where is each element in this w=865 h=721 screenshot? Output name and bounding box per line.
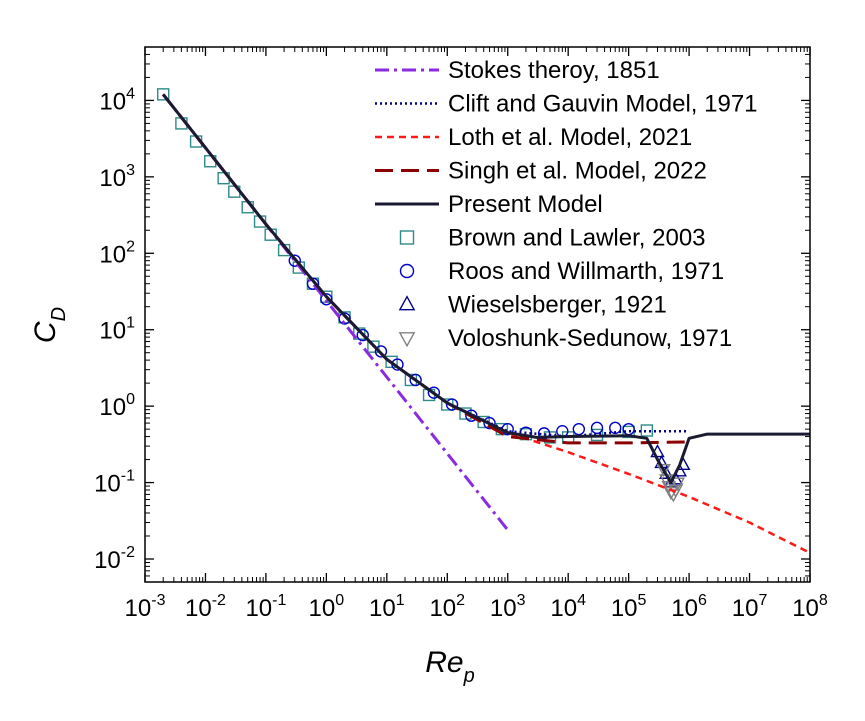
x-tick-label: 102 (429, 592, 465, 622)
series-6-point (374, 345, 388, 358)
x-tick-label: 100 (309, 592, 345, 622)
x-tick-label: 107 (732, 592, 768, 622)
legend-label: Brown and Lawler, 2003 (448, 225, 706, 252)
series-8-point (656, 464, 671, 478)
legend-swatch (398, 295, 416, 311)
legend-swatch (398, 332, 416, 348)
legend-item-2: Loth et al. Model, 2021 (375, 124, 692, 151)
legend-item-3: Singh et al. Model, 2022 (375, 158, 707, 185)
series-6-point (445, 398, 459, 411)
plot-frame (144, 46, 811, 583)
series-6-point (338, 312, 351, 325)
y-tick-label: 104 (99, 85, 135, 115)
x-tick-label: 106 (671, 592, 707, 622)
legend-item-5: Brown and Lawler, 2003 (399, 225, 706, 252)
series-6-point (320, 293, 333, 306)
x-tick-label: 10-3 (125, 592, 166, 622)
series-5-point (156, 88, 170, 101)
series-7-point (659, 465, 674, 479)
legend-item-1: Clift and Gauvin Model, 1971 (375, 91, 758, 118)
series-5-point (385, 355, 398, 369)
legend: Stokes theroy, 1851 Clift and Gauvin Mode… (375, 57, 758, 352)
legend-swatch (399, 263, 415, 279)
series-6-point (483, 416, 496, 430)
legend-label: Voloshunk-Sedunow, 1971 (448, 325, 732, 352)
series-6-point (622, 422, 635, 436)
series-6-point (306, 277, 320, 290)
x-tick-label: 105 (611, 592, 647, 622)
y-tick-label: 103 (99, 162, 135, 192)
legend-label: Wieselsberger, 1921 (448, 292, 667, 319)
axes-layer: 10-3 10-2 10-1 100 101 102 103 104 105 106 107 108 1… (94, 46, 828, 622)
x-tick-label: 101 (369, 592, 405, 622)
series-5-point (640, 424, 654, 437)
legend-item-4: Present Model (375, 191, 603, 218)
y-axis-title: CD (29, 307, 70, 343)
series-6-point (427, 386, 441, 399)
y-tick-label: 102 (99, 238, 135, 268)
x-tick-label: 10-2 (185, 592, 226, 622)
legend-label: Roos and Willmarth, 1971 (448, 258, 724, 285)
series-6-point (572, 422, 586, 436)
series-6-point (465, 409, 478, 422)
y-tick-label: 10-1 (94, 468, 135, 498)
series-6-point (288, 254, 301, 267)
y-tick-label: 100 (99, 391, 135, 421)
x-tick-label: 103 (490, 592, 526, 622)
legend-label: Present Model (448, 191, 603, 218)
x-tick-label: 10-1 (245, 592, 286, 622)
y-tick-label: 10-2 (94, 544, 135, 574)
legend-label: Loth et al. Model, 2021 (448, 124, 692, 151)
series-6-point (590, 421, 604, 435)
series-layer (156, 88, 810, 555)
x-tick-label: 104 (550, 592, 586, 622)
legend-label: Stokes theroy, 1851 (448, 57, 660, 84)
legend-item-6: Roos and Willmarth, 1971 (399, 258, 724, 285)
series-6-point (409, 373, 422, 387)
y-tick-label: 101 (99, 315, 135, 345)
series-4-line (162, 93, 810, 485)
legend-swatch (399, 230, 415, 245)
x-tick-label: 108 (792, 592, 828, 622)
series-8-point (670, 477, 686, 491)
legend-item-0: Stokes theroy, 1851 (375, 57, 660, 84)
legend-item-7: Wieselsberger, 1921 (398, 292, 667, 319)
series-6-point (356, 328, 369, 342)
legend-label: Clift and Gauvin Model, 1971 (448, 91, 758, 118)
legend-item-8: Voloshunk-Sedunow, 1971 (398, 325, 732, 352)
legend-label: Singh et al. Model, 2022 (448, 158, 707, 185)
x-axis-title: Rep (425, 646, 474, 687)
